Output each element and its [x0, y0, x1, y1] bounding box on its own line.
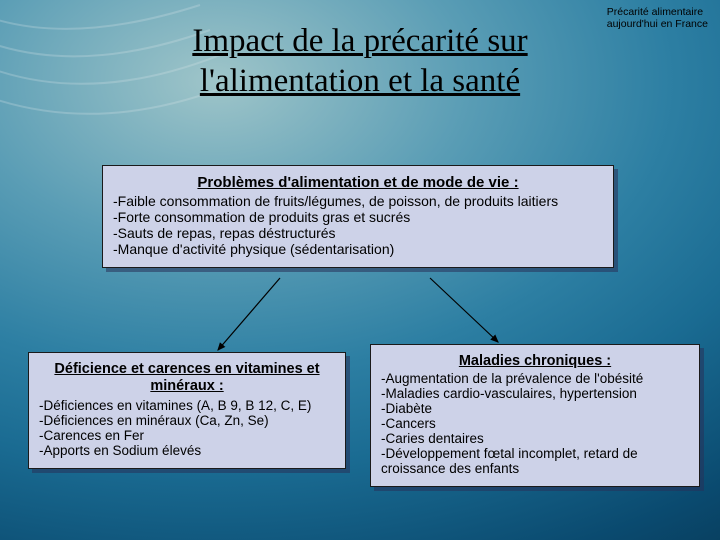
arrow-right [430, 278, 498, 342]
box-deficiencies-heading: Déficience et carences en vitamines et m… [39, 361, 335, 396]
arrow-left [218, 278, 280, 350]
box-diseases-body: -Augmentation de la prévalence de l'obés… [381, 371, 689, 476]
box-deficiencies: Déficience et carences en vitamines et m… [28, 352, 346, 469]
box-problems-heading: Problèmes d'alimentation et de mode de v… [113, 174, 603, 191]
box-problems: Problèmes d'alimentation et de mode de v… [102, 165, 614, 268]
box-problems-body: -Faible consommation de fruits/légumes, … [113, 193, 603, 257]
box-diseases: Maladies chroniques : -Augmentation de l… [370, 344, 700, 487]
box-deficiencies-body: -Déficiences en vitamines (A, B 9, B 12,… [39, 398, 335, 458]
box-diseases-heading: Maladies chroniques : [381, 353, 689, 369]
header-line1: Précarité alimentaire [607, 6, 708, 18]
slide-title: Impact de la précarité sur l'alimentatio… [0, 22, 720, 101]
